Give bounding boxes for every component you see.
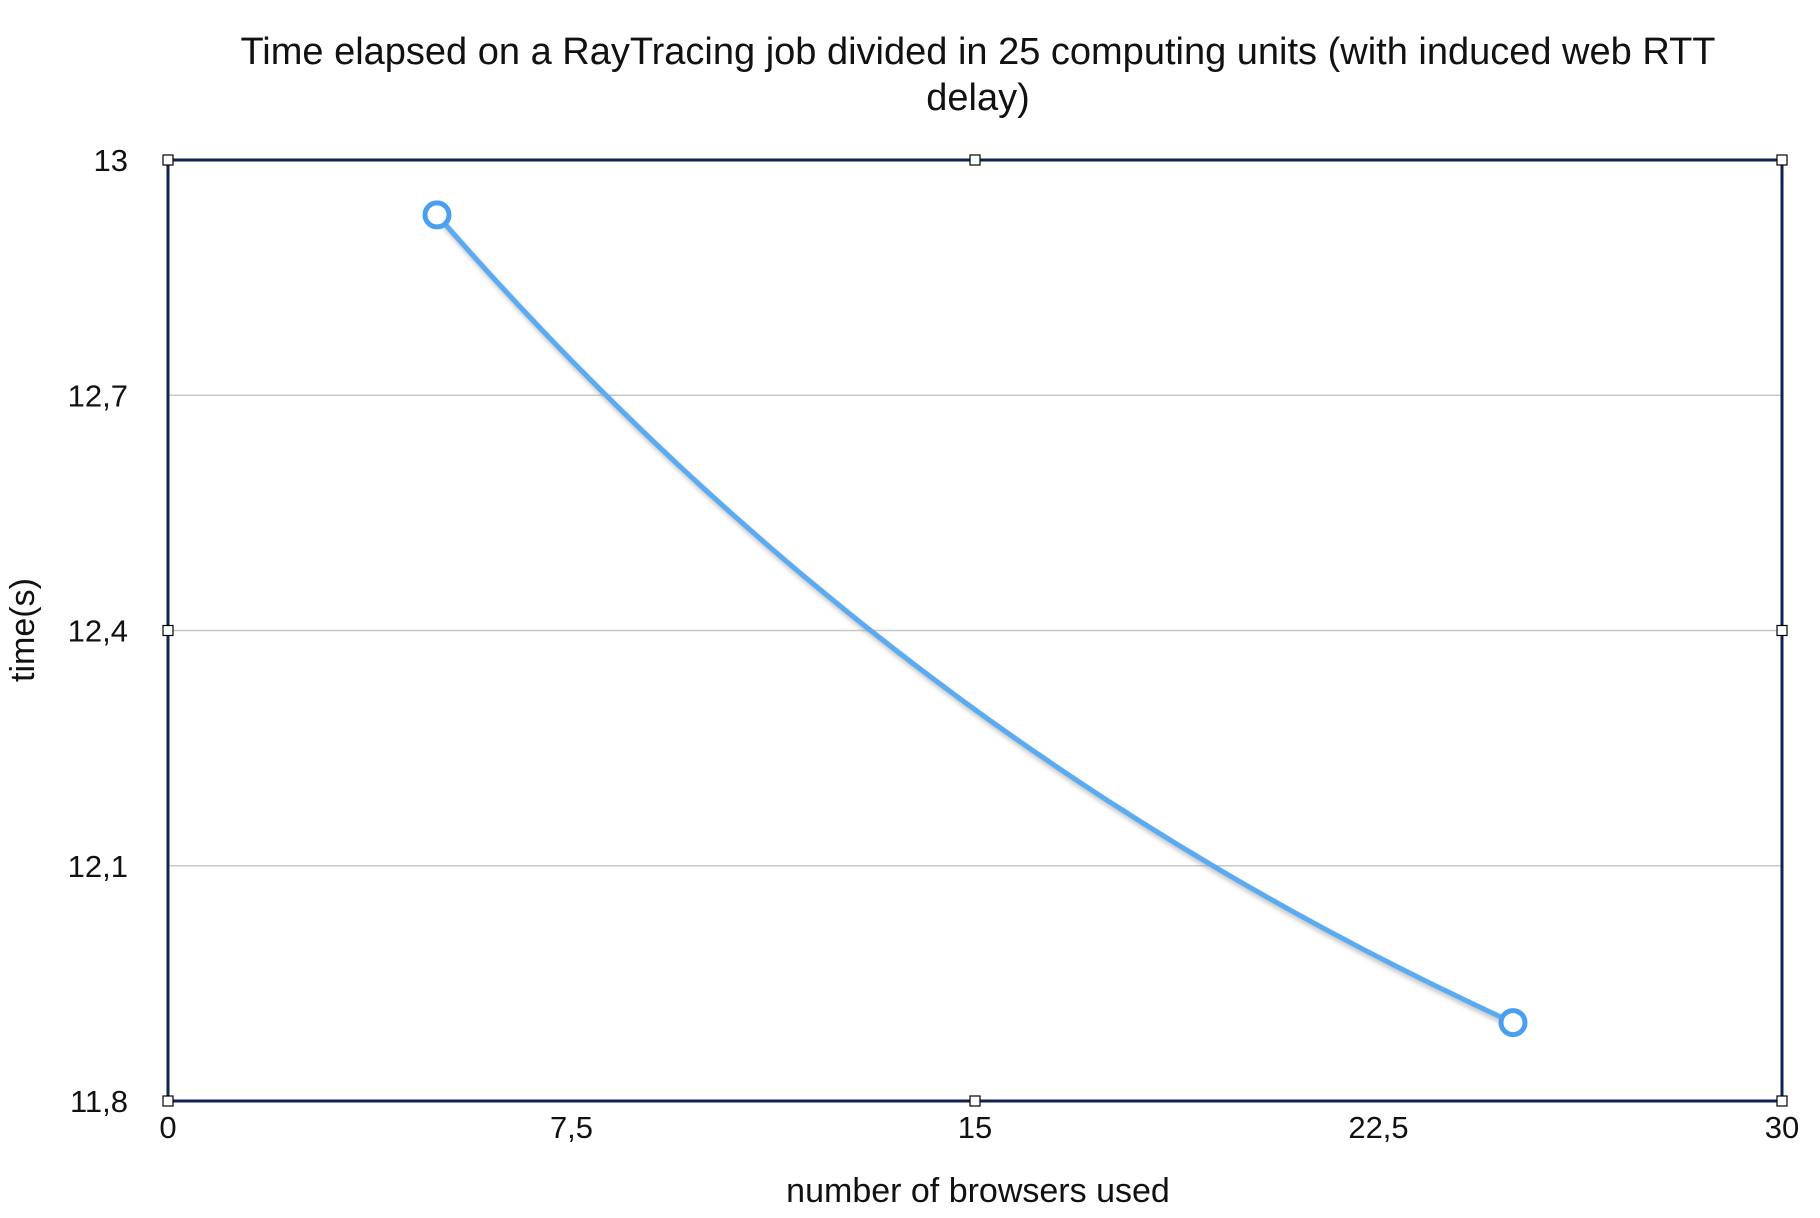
series-line xyxy=(434,212,1516,1026)
selection-handles xyxy=(162,154,1788,1107)
x-tick-label: 0 xyxy=(159,1110,176,1145)
selection-handle xyxy=(162,154,174,166)
y-tick-label: 13 xyxy=(94,143,128,178)
selection-handle xyxy=(1776,624,1788,637)
y-tick-label: 12,1 xyxy=(68,849,128,884)
series-line-shadow xyxy=(437,217,1517,1029)
selection-handle xyxy=(1776,154,1788,166)
chart-title-line-2: delay) xyxy=(926,77,1030,119)
x-tick-label: 22,5 xyxy=(1348,1110,1408,1145)
selection-handle xyxy=(969,1095,981,1107)
chart-title-line-1: Time elapsed on a RayTracing job divided… xyxy=(240,31,1715,73)
y-tick-label: 12,7 xyxy=(68,378,128,413)
x-axis-label: number of browsers used xyxy=(786,1172,1170,1210)
x-axis-ticks: 0 7,5 15 22,5 30 xyxy=(159,1110,1799,1145)
data-point-marker xyxy=(1498,1008,1528,1038)
y-axis-label: time(s) xyxy=(4,578,42,682)
selection-handle xyxy=(162,624,174,637)
series-layer xyxy=(422,200,1528,1038)
y-tick-label: 11,8 xyxy=(70,1084,128,1119)
data-point-marker xyxy=(422,200,452,230)
x-tick-label: 30 xyxy=(1765,1110,1799,1145)
selection-handle xyxy=(162,1095,174,1107)
selection-handle xyxy=(969,154,981,166)
y-axis-ticks: 11,8 12,1 12,4 12,7 13 xyxy=(68,143,128,1119)
grid-lines xyxy=(168,394,1782,867)
selection-handle xyxy=(1776,1095,1788,1107)
x-tick-label: 7,5 xyxy=(550,1110,593,1145)
x-tick-label: 15 xyxy=(958,1110,992,1145)
y-tick-label: 12,4 xyxy=(68,614,128,649)
